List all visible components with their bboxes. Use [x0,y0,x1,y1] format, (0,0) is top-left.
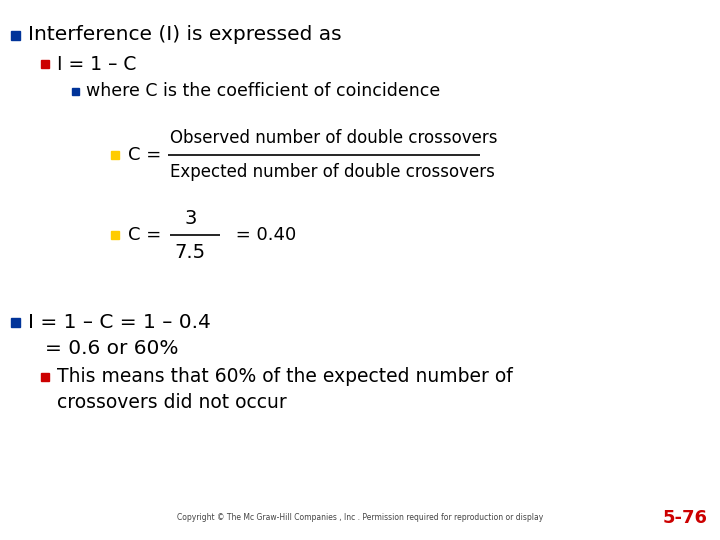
Text: Observed number of double crossovers: Observed number of double crossovers [170,129,498,147]
FancyBboxPatch shape [111,151,119,159]
Text: 3: 3 [184,208,197,227]
Text: I = 1 – C: I = 1 – C [57,55,136,73]
FancyBboxPatch shape [41,60,49,68]
Text: where C is the coefficient of coincidence: where C is the coefficient of coincidenc… [86,82,440,100]
Text: C =: C = [128,226,167,244]
FancyBboxPatch shape [111,231,119,239]
Text: = 0.40: = 0.40 [230,226,296,244]
FancyBboxPatch shape [71,87,78,94]
Text: crossovers did not occur: crossovers did not occur [57,394,287,413]
Text: = 0.6 or 60%: = 0.6 or 60% [45,340,179,359]
Text: I = 1 – C = 1 – 0.4: I = 1 – C = 1 – 0.4 [28,313,211,332]
FancyBboxPatch shape [41,373,49,381]
Text: Copyright © The Mc Graw-Hill Companies , Inc . Permission required for reproduct: Copyright © The Mc Graw-Hill Companies ,… [177,514,543,523]
Text: 7.5: 7.5 [174,242,205,261]
FancyBboxPatch shape [11,30,19,39]
Text: Interference (I) is expressed as: Interference (I) is expressed as [28,25,341,44]
FancyBboxPatch shape [11,318,19,327]
Text: 5-76: 5-76 [663,509,708,527]
Text: This means that 60% of the expected number of: This means that 60% of the expected numb… [57,368,513,387]
Text: C =: C = [128,146,167,164]
Text: Expected number of double crossovers: Expected number of double crossovers [170,163,495,181]
